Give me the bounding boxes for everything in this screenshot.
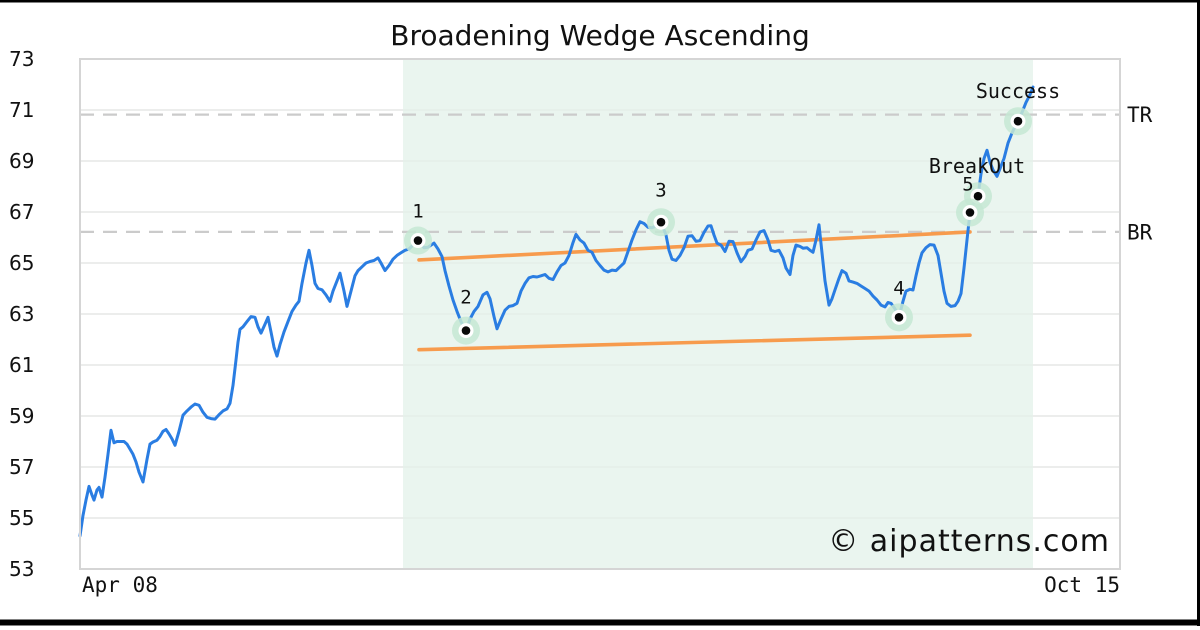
level-lines-layer xyxy=(80,113,1120,233)
marker-label-2: 2 xyxy=(460,287,471,309)
marker-label-1: 1 xyxy=(412,201,423,223)
x-tick-end: Oct 15 xyxy=(1044,573,1120,597)
marker-dot-5 xyxy=(973,191,983,201)
y-tick-61: 61 xyxy=(9,353,34,377)
pattern-zone-shade xyxy=(403,59,1033,569)
marker-label-3: 3 xyxy=(655,180,666,202)
upper-wedge-line xyxy=(417,230,972,262)
marker-label-4: 4 xyxy=(893,278,904,300)
y-tick-65: 65 xyxy=(9,251,34,275)
marker-label-success: Success xyxy=(976,79,1060,103)
frame-bottom-edge xyxy=(0,619,1200,626)
marker-dot-breakout xyxy=(965,208,975,217)
y-tick-67: 67 xyxy=(9,200,34,224)
marker-dot-4 xyxy=(894,313,904,322)
chart-title: Broadening Wedge Ascending xyxy=(390,19,809,52)
level-label-br: BR xyxy=(1127,220,1153,244)
frame-right-edge xyxy=(1197,0,1200,626)
marker-dot-success xyxy=(1013,116,1023,126)
trendlines-layer xyxy=(417,230,972,352)
pattern-zone-layer xyxy=(403,59,1033,569)
marker-label-breakout: BreakOut xyxy=(929,154,1025,178)
markers-layer xyxy=(404,107,1032,345)
marker-dot-2 xyxy=(461,326,471,335)
frame-top-edge xyxy=(0,0,1200,3)
price-line-price xyxy=(78,85,1035,538)
marker-dot-1 xyxy=(413,236,423,245)
y-tick-59: 59 xyxy=(9,404,34,428)
y-tick-73: 73 xyxy=(9,47,34,71)
y-tick-71: 71 xyxy=(9,98,34,122)
plot-border xyxy=(79,58,1121,570)
marker-dot-3 xyxy=(656,217,666,227)
marker-label-5: 5 xyxy=(962,174,973,196)
y-tick-53: 53 xyxy=(9,557,34,581)
y-tick-55: 55 xyxy=(9,506,34,530)
level-label-tr: TR xyxy=(1127,103,1153,127)
watermark: © aipatterns.com xyxy=(828,524,1110,559)
x-tick-start: Apr 08 xyxy=(82,573,158,597)
y-tick-69: 69 xyxy=(9,149,34,173)
lower-wedge-line xyxy=(417,333,972,352)
price-line-layer xyxy=(78,85,1035,538)
y-tick-63: 63 xyxy=(9,302,34,326)
y-tick-57: 57 xyxy=(9,455,34,479)
